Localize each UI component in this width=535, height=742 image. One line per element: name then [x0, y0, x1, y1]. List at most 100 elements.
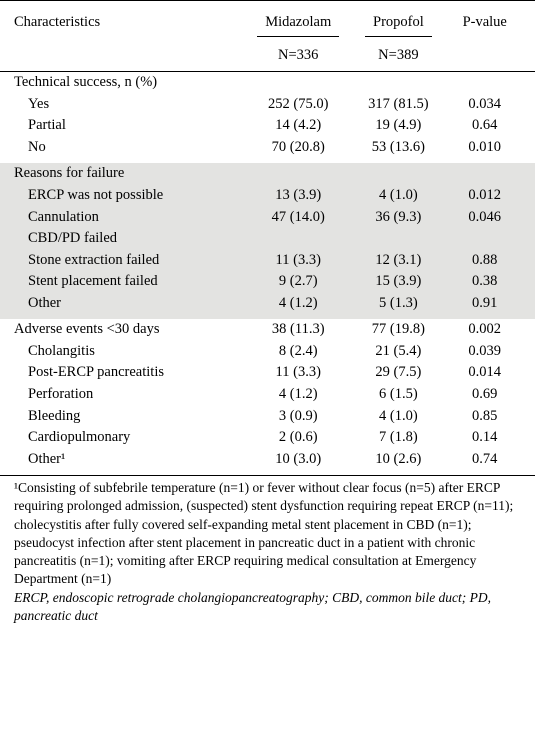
row-label: Other¹ — [0, 449, 248, 471]
col-header-group1: Midazolam — [248, 1, 348, 41]
section-title-row: Technical success, n (%) — [0, 72, 535, 94]
header-row-1: Characteristics Midazolam Propofol P-val… — [0, 1, 535, 41]
cell-v2 — [348, 163, 448, 185]
cell-v1: 3 (0.9) — [248, 406, 348, 428]
row-label: Stone extraction failed — [0, 250, 248, 272]
cell-p: 0.64 — [448, 115, 535, 137]
table-row: ERCP was not possible13 (3.9)4 (1.0)0.01… — [0, 185, 535, 207]
row-label: CBD/PD failed — [0, 228, 248, 250]
row-label: Bleeding — [0, 406, 248, 428]
cell-p: 0.010 — [448, 137, 535, 159]
cell-v2: 36 (9.3) — [348, 207, 448, 229]
cell-v2: 317 (81.5) — [348, 94, 448, 116]
cell-p: 0.034 — [448, 94, 535, 116]
row-label: Cannulation — [0, 207, 248, 229]
cell-v1: 11 (3.3) — [248, 362, 348, 384]
row-label: Stent placement failed — [0, 271, 248, 293]
cell-v1: 2 (0.6) — [248, 427, 348, 449]
cell-p: 0.012 — [448, 185, 535, 207]
cell-v2: 7 (1.8) — [348, 427, 448, 449]
row-label: No — [0, 137, 248, 159]
row-label: Yes — [0, 94, 248, 116]
table-row: Cardiopulmonary2 (0.6)7 (1.8)0.14 — [0, 427, 535, 449]
section-title: Adverse events <30 days — [0, 319, 248, 341]
section-title: Technical success, n (%) — [0, 72, 248, 94]
cell-v1: 9 (2.7) — [248, 271, 348, 293]
cell-v1: 11 (3.3) — [248, 250, 348, 272]
cell-v2: 5 (1.3) — [348, 293, 448, 315]
col-header-group2: Propofol — [348, 1, 448, 41]
table-row: Stent placement failed9 (2.7)15 (3.9)0.3… — [0, 271, 535, 293]
cell-p: 0.14 — [448, 427, 535, 449]
cell-v2 — [348, 228, 448, 250]
table-row: Perforation4 (1.2)6 (1.5)0.69 — [0, 384, 535, 406]
row-label: Cardiopulmonary — [0, 427, 248, 449]
n-group1: N=336 — [248, 41, 348, 72]
cell-v2: 4 (1.0) — [348, 406, 448, 428]
cell-p — [448, 228, 535, 250]
cell-v1: 38 (11.3) — [248, 319, 348, 341]
cell-p: 0.74 — [448, 449, 535, 471]
cell-v1: 47 (14.0) — [248, 207, 348, 229]
table-row: Partial14 (4.2)19 (4.9)0.64 — [0, 115, 535, 137]
cell-v1: 4 (1.2) — [248, 384, 348, 406]
table-row: Yes252 (75.0)317 (81.5)0.034 — [0, 94, 535, 116]
footnote-text: ¹Consisting of subfebrile temperature (n… — [14, 479, 521, 588]
table-row: Cholangitis8 (2.4)21 (5.4)0.039 — [0, 341, 535, 363]
cell-p: 0.039 — [448, 341, 535, 363]
footnote-abbrev: ERCP, endoscopic retrograde cholangiopan… — [14, 589, 521, 625]
cell-v1: 8 (2.4) — [248, 341, 348, 363]
cell-p: 0.002 — [448, 319, 535, 341]
cell-v1 — [248, 228, 348, 250]
table-footnote: ¹Consisting of subfebrile temperature (n… — [0, 475, 535, 635]
section-title: Reasons for failure — [0, 163, 248, 185]
row-label: Cholangitis — [0, 341, 248, 363]
row-label: Other — [0, 293, 248, 315]
cell-v1: 13 (3.9) — [248, 185, 348, 207]
cell-v1: 4 (1.2) — [248, 293, 348, 315]
cell-v2: 6 (1.5) — [348, 384, 448, 406]
row-label: ERCP was not possible — [0, 185, 248, 207]
cell-p: 0.046 — [448, 207, 535, 229]
section-title-row: Adverse events <30 days38 (11.3)77 (19.8… — [0, 319, 535, 341]
cell-v2: 19 (4.9) — [348, 115, 448, 137]
cell-v2: 21 (5.4) — [348, 341, 448, 363]
row-label: Post-ERCP pancreatitis — [0, 362, 248, 384]
results-table: Characteristics Midazolam Propofol P-val… — [0, 0, 535, 635]
cell-v1 — [248, 72, 348, 94]
table-row: Other4 (1.2)5 (1.3)0.91 — [0, 293, 535, 315]
table-row: Bleeding3 (0.9)4 (1.0)0.85 — [0, 406, 535, 428]
row-label: Perforation — [0, 384, 248, 406]
cell-p: 0.014 — [448, 362, 535, 384]
table-row: Stone extraction failed11 (3.3)12 (3.1)0… — [0, 250, 535, 272]
cell-p: 0.85 — [448, 406, 535, 428]
cell-p — [448, 163, 535, 185]
cell-v2: 29 (7.5) — [348, 362, 448, 384]
cell-p: 0.91 — [448, 293, 535, 315]
cell-v2: 53 (13.6) — [348, 137, 448, 159]
n-group2: N=389 — [348, 41, 448, 72]
row-label: Partial — [0, 115, 248, 137]
section-title-row: Reasons for failure — [0, 163, 535, 185]
cell-v1: 10 (3.0) — [248, 449, 348, 471]
cell-p: 0.69 — [448, 384, 535, 406]
cell-v2 — [348, 72, 448, 94]
cell-v2: 15 (3.9) — [348, 271, 448, 293]
cell-p: 0.88 — [448, 250, 535, 272]
cell-v1: 252 (75.0) — [248, 94, 348, 116]
col-header-characteristics: Characteristics — [0, 1, 248, 72]
cell-v2: 77 (19.8) — [348, 319, 448, 341]
table-row: No70 (20.8)53 (13.6)0.010 — [0, 137, 535, 159]
table-row: Post-ERCP pancreatitis11 (3.3)29 (7.5)0.… — [0, 362, 535, 384]
table-row: Cannulation47 (14.0)36 (9.3)0.046 — [0, 207, 535, 229]
cell-v1 — [248, 163, 348, 185]
table-row: CBD/PD failed — [0, 228, 535, 250]
cell-v1: 70 (20.8) — [248, 137, 348, 159]
cell-v2: 4 (1.0) — [348, 185, 448, 207]
col-header-pvalue: P-value — [448, 1, 535, 72]
cell-p: 0.38 — [448, 271, 535, 293]
cell-v2: 10 (2.6) — [348, 449, 448, 471]
table-row: Other¹10 (3.0)10 (2.6)0.74 — [0, 449, 535, 471]
cell-v1: 14 (4.2) — [248, 115, 348, 137]
cell-p — [448, 72, 535, 94]
